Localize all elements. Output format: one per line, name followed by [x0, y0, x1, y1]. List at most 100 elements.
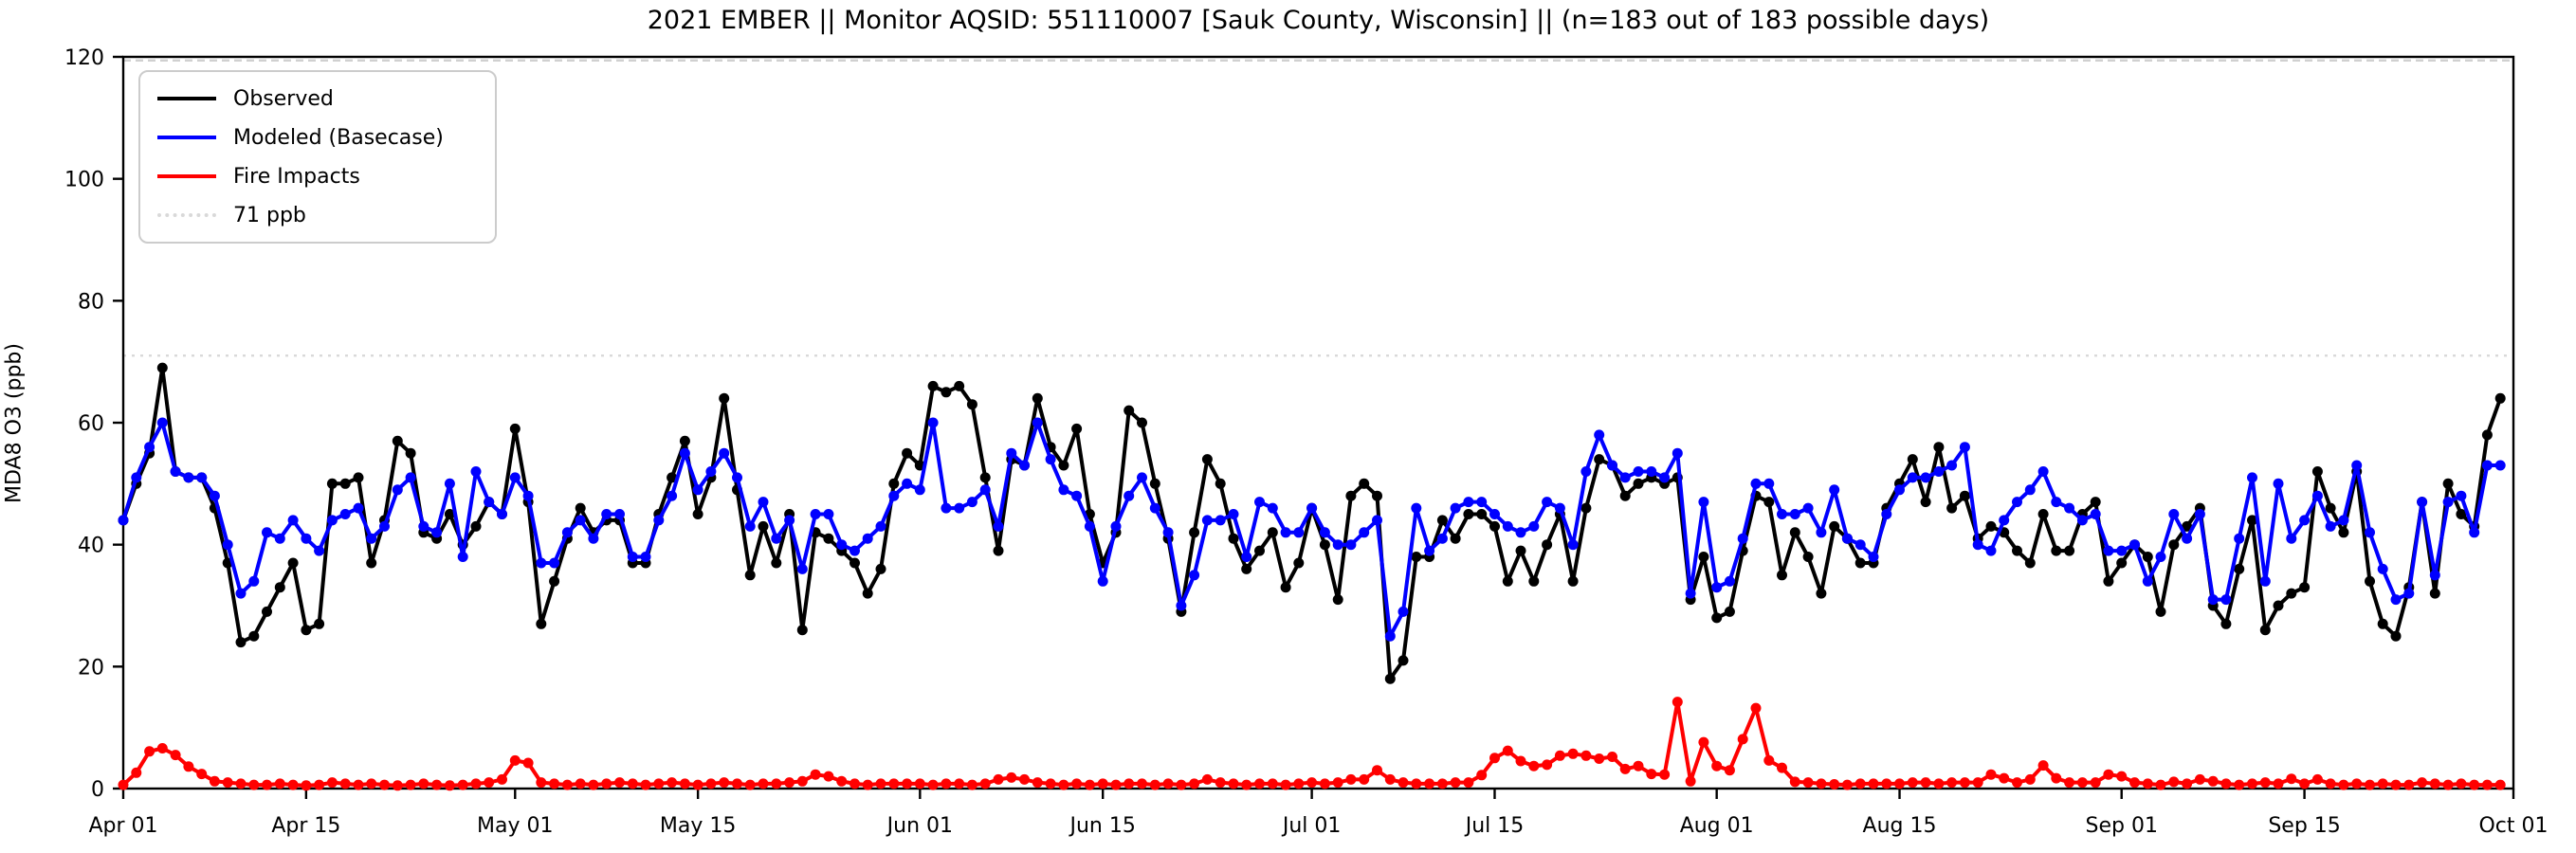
modeled-basecase--marker	[118, 515, 129, 526]
modeled-basecase--marker	[2259, 575, 2271, 587]
fire-impacts-marker	[2076, 777, 2088, 789]
observed-marker	[2338, 527, 2349, 538]
fire-impacts-marker	[1672, 697, 1683, 708]
fire-impacts-marker	[1058, 779, 1069, 790]
fire-impacts-marker	[979, 778, 991, 789]
fire-impacts-marker	[1450, 777, 1461, 789]
modeled-basecase--marker	[1189, 570, 1200, 581]
observed-marker	[1802, 552, 1814, 562]
observed-marker	[1476, 509, 1488, 519]
y-tick-label: 120	[64, 46, 104, 70]
observed-marker	[248, 630, 260, 642]
fire-impacts-marker	[1685, 775, 1696, 787]
modeled-basecase--marker	[1763, 478, 1775, 489]
observed-marker	[1411, 552, 1422, 562]
x-tick-label: Sep 15	[2268, 814, 2340, 838]
modeled-basecase--marker	[1698, 497, 1709, 508]
fire-impacts-marker	[549, 778, 560, 789]
modeled-basecase--marker	[1607, 460, 1617, 471]
fire-impacts-marker	[1868, 778, 1879, 789]
fire-impacts-marker	[326, 777, 338, 789]
fire-impacts-marker	[2338, 779, 2349, 790]
observed-marker	[1567, 575, 1579, 587]
modeled-basecase--marker	[235, 588, 247, 599]
fire-impacts-marker	[1424, 778, 1435, 789]
modeled-basecase--marker	[1332, 539, 1343, 551]
fire-impacts-marker	[2481, 779, 2493, 790]
modeled-basecase--marker	[1854, 539, 1866, 551]
fire-impacts-marker	[1802, 777, 1814, 789]
modeled-basecase--marker	[561, 527, 573, 538]
modeled-basecase--marker	[1398, 606, 1409, 617]
observed-marker	[314, 618, 325, 629]
modeled-basecase--marker	[444, 478, 455, 489]
modeled-basecase--marker	[1345, 539, 1357, 551]
fire-impacts-marker	[1149, 779, 1160, 790]
fire-impacts-marker	[509, 754, 521, 766]
legend-item-modeled: Modeled (Basecase)	[157, 124, 476, 151]
observed-marker	[1763, 497, 1775, 508]
x-tick-label: Aug 01	[1680, 814, 1754, 838]
y-tick-label: 80	[78, 290, 104, 314]
modeled-basecase--marker	[1436, 533, 1448, 544]
fire-impacts-marker	[1633, 760, 1644, 771]
modeled-basecase--marker	[497, 509, 507, 519]
modeled-basecase--marker	[1058, 484, 1069, 496]
y-axis-label: MDA8 O3 (ppb)	[2, 343, 27, 503]
fire-impacts-marker	[2351, 778, 2363, 789]
legend-label-fire: Fire Impacts	[233, 164, 360, 189]
fire-impacts-marker	[2207, 775, 2219, 787]
modeled-basecase--marker	[875, 520, 886, 532]
modeled-basecase--marker	[2116, 545, 2128, 556]
modeled-basecase--marker	[2338, 515, 2349, 526]
observed-marker	[1319, 539, 1330, 551]
fire-impacts-marker	[823, 771, 834, 782]
modeled-basecase--marker	[1999, 515, 2010, 526]
modeled-basecase--marker	[1019, 460, 1030, 471]
fire-impacts-marker	[1854, 778, 1866, 789]
observed-marker	[2103, 575, 2114, 587]
y-tick-label: 60	[78, 412, 104, 436]
modeled-basecase--marker	[1489, 509, 1500, 519]
fire-impacts-marker	[2155, 779, 2166, 790]
modeled-basecase--marker	[1176, 600, 1187, 611]
fire-impacts-marker	[796, 775, 808, 787]
fire-impacts-marker	[1463, 777, 1474, 789]
modeled-basecase--marker	[1149, 502, 1160, 514]
fire-impacts-marker	[1162, 778, 1174, 789]
fire-impacts-marker	[2064, 777, 2075, 789]
observed-marker	[2037, 509, 2049, 519]
modeled-basecase--marker	[1463, 497, 1474, 508]
fire-impacts-marker	[1280, 779, 1291, 790]
fire-impacts-marker	[183, 761, 194, 772]
modeled-basecase--marker	[1724, 575, 1735, 587]
modeled-basecase--marker	[692, 484, 703, 496]
observed-marker	[1933, 442, 1945, 453]
modeled-basecase--marker	[1907, 472, 1918, 483]
observed-marker	[339, 478, 351, 489]
observed-marker	[2494, 392, 2506, 404]
observed-marker	[1580, 502, 1592, 514]
modeled-basecase--marker	[222, 539, 233, 551]
modeled-basecase--marker	[2429, 570, 2440, 581]
fire-impacts-marker	[758, 778, 769, 789]
modeled-basecase--marker	[1215, 515, 1226, 526]
fire-impacts-marker	[2469, 779, 2480, 790]
observed-marker	[235, 637, 247, 648]
modeled-basecase--marker	[810, 509, 821, 519]
observed-marker	[1594, 454, 1605, 465]
fire-impacts-marker	[2247, 778, 2257, 789]
modeled-basecase--marker	[431, 527, 443, 538]
fire-impacts-marker	[1489, 753, 1500, 764]
fire-impacts-marker	[1750, 702, 1762, 714]
observed-marker	[823, 533, 834, 544]
observed-marker	[2234, 563, 2245, 574]
fire-impacts-marker	[248, 779, 260, 790]
fire-impacts-marker	[1019, 773, 1030, 785]
modeled-basecase--marker	[183, 472, 194, 483]
fire-impacts-marker	[1920, 777, 1931, 789]
fire-impacts-marker	[2273, 778, 2284, 789]
fire-impacts-marker	[667, 777, 678, 789]
fire-impacts-marker	[653, 778, 665, 789]
fire-impacts-marker	[1816, 778, 1827, 789]
